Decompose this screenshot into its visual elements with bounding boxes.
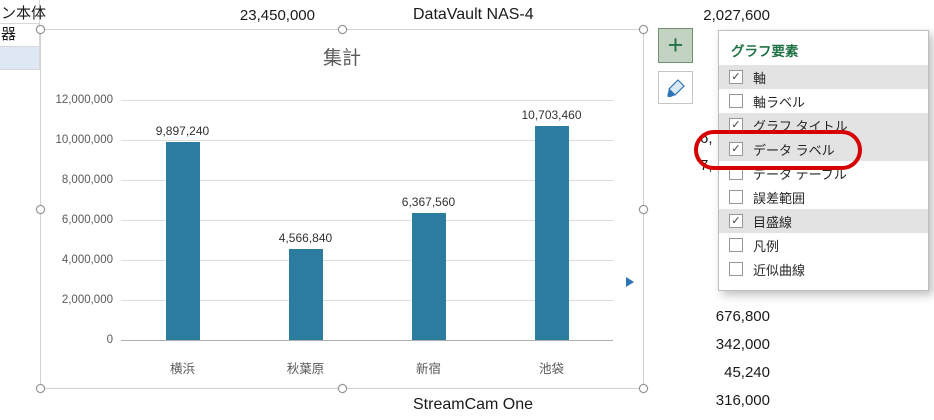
cell-value[interactable]: 2,027,600 bbox=[703, 7, 770, 24]
chart-elements-list: ✓ 軸軸ラベル ✓ グラフ タイトル ✓ データ ラベル データ テーブル 誤差範囲 ✓ 目盛線凡… bbox=[719, 65, 928, 281]
checkbox[interactable] bbox=[729, 190, 743, 204]
checkbox[interactable]: ✓ bbox=[729, 118, 743, 132]
gridline bbox=[121, 180, 613, 181]
gridline bbox=[121, 220, 613, 221]
cell-value[interactable]: 23,450,000 bbox=[239, 7, 315, 24]
cell-value[interactable]: 676,800 bbox=[715, 308, 770, 325]
data-label: 9,897,240 bbox=[155, 124, 210, 138]
chart-element-label: 凡例 bbox=[753, 238, 780, 254]
selection-handle[interactable] bbox=[639, 205, 648, 214]
y-axis-tick-label: 6,000,000 bbox=[61, 214, 113, 226]
y-axis-tick-label: 4,000,000 bbox=[61, 254, 113, 266]
plot-bars: 9,897,240 4,566,840 6,367,560 10,703,460 bbox=[121, 100, 613, 340]
cell-value[interactable]: 342,000 bbox=[715, 336, 770, 353]
cell-border bbox=[0, 46, 40, 47]
chart-area[interactable]: 集計 9,897,240 4,566,840 6,367,560 10,703,460… bbox=[36, 25, 648, 393]
y-axis-tick-label: 8,000,000 bbox=[61, 174, 113, 186]
chart-element-item[interactable]: ✓ グラフ タイトル bbox=[719, 113, 928, 137]
cell-value-partial[interactable]: 6, bbox=[700, 130, 713, 147]
bar-column: 10,703,460 bbox=[490, 100, 613, 340]
chart-element-item[interactable]: 誤差範囲 bbox=[719, 185, 928, 209]
category-label: 池袋 bbox=[538, 362, 564, 376]
chart-element-item[interactable]: データ テーブル bbox=[719, 161, 928, 185]
data-label: 4,566,840 bbox=[278, 231, 333, 245]
chart-element-label: 近似曲線 bbox=[753, 262, 806, 278]
cell-value-partial[interactable]: 7, bbox=[700, 157, 713, 174]
gridline bbox=[121, 100, 613, 101]
cell-value[interactable]: 45,240 bbox=[724, 364, 770, 381]
paintbrush-icon bbox=[666, 78, 686, 98]
y-axis-tick-label: 10,000,000 bbox=[55, 134, 113, 146]
bar-column: 9,897,240 bbox=[121, 100, 244, 340]
selection-handle[interactable] bbox=[639, 25, 648, 34]
chart-elements-button[interactable]: + bbox=[658, 28, 693, 63]
category-label: 秋葉原 bbox=[286, 362, 325, 376]
category-axis: 横浜 秋葉原 新宿 池袋 bbox=[121, 358, 613, 377]
chart-element-item[interactable]: ✓ データ ラベル bbox=[719, 137, 928, 161]
x-axis-line bbox=[121, 340, 613, 341]
cell-text[interactable]: 器 bbox=[1, 26, 17, 43]
chart-element-item[interactable]: 凡例 bbox=[719, 233, 928, 257]
chart-element-item[interactable]: ✓ 目盛線 bbox=[719, 209, 928, 233]
selection-handle[interactable] bbox=[36, 205, 45, 214]
data-label: 10,703,460 bbox=[521, 108, 582, 122]
bar[interactable] bbox=[288, 249, 323, 340]
chart-title[interactable]: 集計 bbox=[322, 48, 361, 69]
bar[interactable] bbox=[165, 142, 200, 340]
cell-value[interactable]: 316,000 bbox=[715, 392, 770, 409]
checkbox[interactable] bbox=[729, 262, 743, 276]
bar[interactable] bbox=[411, 213, 446, 340]
checkbox[interactable]: ✓ bbox=[729, 142, 743, 156]
selected-cell[interactable] bbox=[0, 47, 39, 69]
plus-icon: + bbox=[667, 30, 684, 60]
panel-title: グラフ要素 bbox=[731, 44, 799, 59]
checkbox[interactable]: ✓ bbox=[729, 214, 743, 228]
checkbox[interactable]: ✓ bbox=[729, 70, 743, 84]
selection-handle[interactable] bbox=[639, 384, 648, 393]
category-label: 横浜 bbox=[169, 362, 195, 376]
checkbox[interactable] bbox=[729, 238, 743, 252]
selection-handle[interactable] bbox=[338, 384, 347, 393]
chart-element-label: グラフ タイトル bbox=[753, 118, 848, 134]
chart-styles-button[interactable] bbox=[658, 71, 693, 104]
chart-element-label: 目盛線 bbox=[753, 214, 793, 230]
chart-element-label: 誤差範囲 bbox=[753, 190, 806, 206]
chart-elements-panel: グラフ要素 ✓ 軸軸ラベル ✓ グラフ タイトル ✓ データ ラベル データ テーブル 誤差範… bbox=[718, 30, 929, 291]
cell-text[interactable]: ン本体 bbox=[1, 5, 47, 22]
checkbox[interactable] bbox=[729, 166, 743, 180]
cell-text[interactable]: DataVault NAS-4 bbox=[413, 6, 534, 23]
selection-handle[interactable] bbox=[36, 384, 45, 393]
chart-element-item[interactable]: ✓ 軸 bbox=[719, 65, 928, 89]
bar[interactable] bbox=[534, 126, 569, 340]
data-label: 6,367,560 bbox=[401, 195, 456, 209]
y-axis-tick-label: 2,000,000 bbox=[61, 294, 113, 306]
bar-column: 4,566,840 bbox=[244, 100, 367, 340]
chart-element-label: 軸ラベル bbox=[753, 94, 806, 110]
category-label: 新宿 bbox=[415, 362, 441, 376]
cell-border bbox=[39, 0, 40, 69]
gridline bbox=[121, 260, 613, 261]
cell-text[interactable]: StreamCam One bbox=[413, 396, 534, 413]
cell-border bbox=[0, 69, 40, 70]
checkbox[interactable] bbox=[729, 94, 743, 108]
chart-element-item[interactable]: 近似曲線 bbox=[719, 257, 928, 281]
cell-border bbox=[0, 23, 40, 24]
selection-handle[interactable] bbox=[338, 25, 347, 34]
chart-element-label: データ テーブル bbox=[753, 166, 847, 182]
chart-element-label: データ ラベル bbox=[753, 142, 835, 158]
y-axis-tick-label: 12,000,000 bbox=[55, 94, 113, 106]
gridline bbox=[121, 300, 613, 301]
stray-blue-arrow bbox=[626, 277, 634, 287]
gridline bbox=[121, 140, 613, 141]
selection-handle[interactable] bbox=[36, 25, 45, 34]
bar-column: 6,367,560 bbox=[367, 100, 490, 340]
chart-element-item[interactable]: 軸ラベル bbox=[719, 89, 928, 113]
y-axis-tick-label: 0 bbox=[106, 334, 113, 346]
chart-element-label: 軸 bbox=[753, 70, 767, 86]
